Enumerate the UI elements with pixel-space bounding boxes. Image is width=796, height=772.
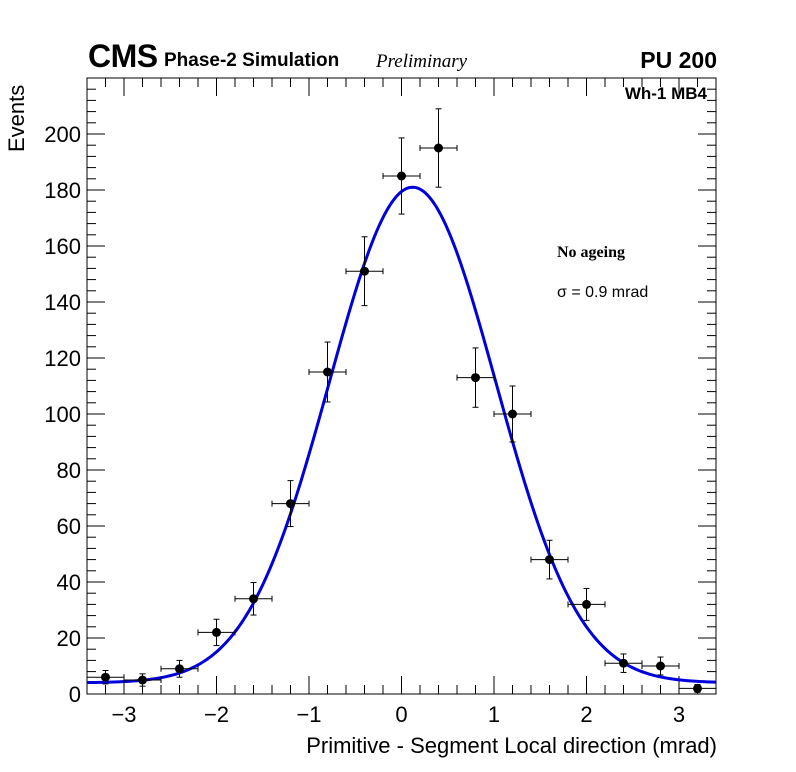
y-tick-label: 20: [57, 626, 81, 651]
point-marker: [101, 672, 110, 682]
x-tick-label: −3: [111, 702, 136, 727]
data-point: [678, 683, 717, 693]
point-marker: [656, 661, 665, 671]
x-tick-label: 1: [488, 702, 500, 727]
point-marker: [508, 409, 517, 419]
y-tick-label: 160: [44, 234, 81, 259]
experiment-label: CMS: [88, 38, 158, 74]
y-tick-label: 60: [57, 514, 81, 539]
y-tick-label: 200: [44, 122, 81, 147]
y-tick-label: 40: [57, 570, 81, 595]
x-tick-label: 2: [580, 702, 592, 727]
y-tick-label: 140: [44, 290, 81, 315]
status-label: Preliminary: [376, 51, 468, 72]
data-point: [271, 480, 310, 528]
y-tick-label: 180: [44, 178, 81, 203]
data-point: [641, 656, 680, 676]
x-tick-label: 3: [673, 702, 685, 727]
data-point: [197, 618, 236, 647]
y-tick-label: 0: [69, 682, 81, 707]
region-label: Wh-1 MB4: [624, 84, 707, 103]
point-marker: [693, 683, 702, 693]
point-marker: [323, 367, 332, 377]
point-marker: [434, 143, 443, 153]
sigma-label: σ = 0.9 mrad: [557, 284, 649, 301]
tick-labels: −3 −2 −1 0 1 2 3 0 20 40 60 80 100 120 140 160 180 200: [44, 122, 685, 727]
point-marker: [138, 675, 147, 685]
point-marker: [471, 373, 480, 383]
y-tick-label: 100: [44, 402, 81, 427]
data-point: [604, 653, 643, 673]
y-tick-label: 120: [44, 346, 81, 371]
point-marker: [249, 594, 258, 604]
x-tick-label: −2: [204, 702, 229, 727]
data-point: [530, 539, 569, 580]
data-points: [86, 108, 717, 693]
point-marker: [212, 627, 221, 637]
point-marker: [619, 658, 628, 668]
pileup-label: PU 200: [640, 47, 717, 73]
data-point: [382, 137, 421, 215]
point-marker: [286, 499, 295, 509]
data-point: [493, 385, 532, 443]
x-axis-title: Primitive - Segment Local direction (mra…: [306, 733, 717, 758]
data-point: [345, 236, 384, 307]
x-tick-label: 0: [395, 702, 407, 727]
data-point: [234, 582, 273, 616]
y-tick-label: 80: [57, 458, 81, 483]
subtitle-label: Phase-2 Simulation: [164, 50, 340, 71]
data-point: [456, 347, 495, 408]
data-point: [567, 587, 606, 621]
point-marker: [397, 171, 406, 181]
data-point: [419, 108, 458, 188]
data-point: [86, 669, 125, 685]
condition-label: No ageing: [557, 244, 625, 261]
point-marker: [360, 266, 369, 276]
data-point: [123, 673, 162, 687]
point-marker: [175, 664, 184, 674]
tick-marks: [86, 78, 717, 695]
data-point: [160, 659, 199, 678]
x-tick-label: −1: [296, 702, 321, 727]
point-marker: [545, 555, 554, 565]
point-marker: [582, 599, 591, 609]
data-point: [308, 341, 347, 403]
y-axis-title: Events: [4, 84, 29, 152]
